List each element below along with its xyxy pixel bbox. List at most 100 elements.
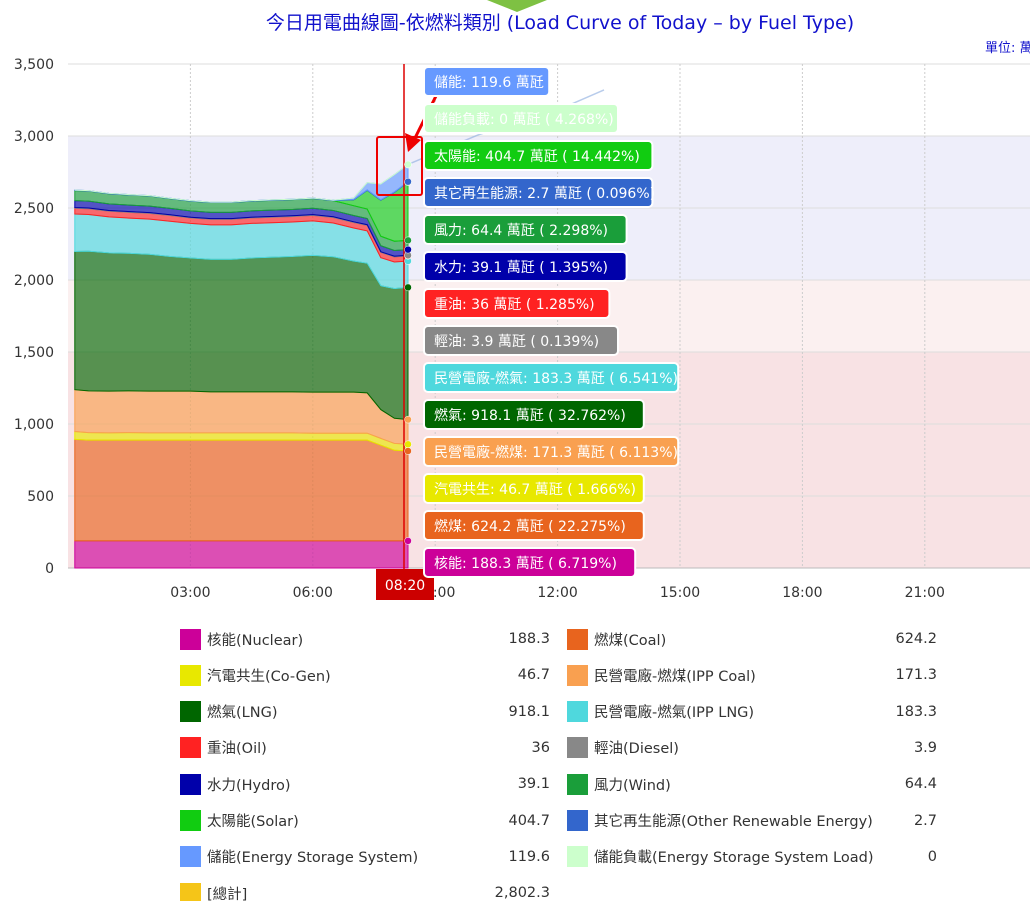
y-tick-label: 500 — [27, 489, 54, 505]
unit-label: 單位: 萬 — [985, 41, 1030, 56]
legend-item[interactable]: 燃氣(LNG) 918.1 — [180, 697, 555, 727]
legend-swatch — [180, 773, 201, 795]
legend-item[interactable]: 太陽能(Solar) 404.7 — [180, 806, 555, 836]
legend-item[interactable]: 輕油(Diesel) 3.9 — [567, 733, 942, 763]
legend-label: 其它再生能源(Other Renewable Energy) — [594, 814, 873, 830]
legend-item[interactable]: 汽電共生(Co-Gen) 46.7 — [180, 660, 555, 690]
tooltip-text-2: 太陽能: 404.7 萬瓩 ( 14.442%) — [434, 149, 640, 165]
tooltip-item-1 — [423, 103, 619, 134]
area-series-0[interactable] — [74, 540, 409, 569]
legend-value: 918.1 — [508, 703, 550, 720]
marker-dot-11 — [404, 177, 412, 186]
chart-title: 今日用電曲線圖-依燃料類別 (Load Curve of Today – by … — [265, 12, 855, 34]
legend-item[interactable]: 風力(Wind) 64.4 — [567, 769, 942, 799]
legend-value: 624.2 — [895, 631, 937, 647]
x-tick-label: 15:00 — [660, 585, 700, 601]
tooltip-item-12 — [423, 510, 645, 541]
marker-dot-13 — [404, 160, 412, 169]
legend-item[interactable]: 重油(Oil) 36 — [180, 733, 555, 763]
tooltip-text-12: 燃煤: 624.2 萬瓩 ( 22.275%) — [434, 518, 626, 535]
tooltip-text-11: 汽電共生: 46.7 萬瓩 ( 1.666%) — [434, 482, 636, 498]
tooltip-text-10: 民營電廠-燃煤: 171.3 萬瓩 ( 6.113%) — [434, 444, 678, 461]
tooltip-text-0: 儲能: 119.6 萬瓩 — [434, 75, 544, 91]
legend-label: 重油(Oil) — [207, 741, 267, 758]
tooltip-text-4: 風力: 64.4 萬瓩 ( 2.298%) — [434, 223, 608, 239]
tooltip-text-6: 重油: 36 萬瓩 ( 1.285%) — [434, 297, 595, 313]
marker-dot-3 — [404, 415, 412, 424]
legend-item[interactable]: 儲能(Energy Storage System) 119.6 — [180, 842, 555, 872]
y-tick-label: 3,500 — [14, 57, 54, 73]
legend-label: 輕油(Diesel) — [594, 741, 679, 758]
legend-value: 404.7 — [508, 812, 550, 829]
tooltip-item-0 — [423, 66, 551, 97]
legend-swatch — [180, 628, 201, 650]
tooltip-text-5: 水力: 39.1 萬瓩 ( 1.395%) — [434, 260, 608, 276]
x-tick-label: 03:00 — [170, 585, 210, 601]
tooltip-item-10 — [423, 436, 680, 467]
legend-value: 39.1 — [517, 776, 550, 793]
legend-swatch — [180, 737, 201, 759]
legend-value: 46.7 — [517, 667, 550, 684]
legend-label: 風力(Wind) — [594, 777, 671, 794]
tooltip-text-13: 核能: 188.3 萬瓩 ( 6.719%) — [434, 556, 617, 572]
legend-swatch — [567, 701, 588, 723]
legend-swatch — [567, 628, 588, 650]
legend-value: 119.6 — [508, 848, 550, 865]
tooltip-text-7: 輕油: 3.9 萬瓩 ( 0.139%) — [434, 334, 599, 350]
legend-swatch — [180, 882, 201, 901]
x-tick-label: 18:00 — [782, 585, 822, 601]
arrow-head — [405, 133, 421, 152]
tooltip-item-2 — [423, 140, 654, 171]
marker-dot-8 — [404, 245, 412, 254]
top-marker-triangle — [487, 0, 547, 12]
x-tick-label: 21:00 — [905, 585, 945, 601]
legend-label: 民營電廠-燃氣(IPP LNG) — [594, 705, 755, 722]
tooltip-item-4 — [423, 214, 628, 245]
legend-swatch — [180, 664, 201, 686]
legend-value: 2,802.3 — [494, 885, 550, 901]
legend-item[interactable]: 民營電廠-燃煤(IPP Coal) 171.3 — [567, 660, 942, 690]
load-curve-chart[interactable]: 0 500 1,000 1,500 2,000 2,500 3,000 3,500 03:00 0… — [0, 0, 1030, 620]
legend-swatch — [567, 810, 588, 831]
legend-swatch — [567, 737, 588, 759]
tooltip-text-3: 其它再生能源: 2.7 萬瓩 ( 0.096%) — [434, 185, 655, 202]
tooltip-item-5 — [423, 251, 628, 282]
legend-item[interactable]: 水力(Hydro) 39.1 — [180, 769, 555, 799]
cursor-time-label: 08:20 — [385, 578, 425, 594]
y-tick-label: 1,000 — [14, 417, 54, 433]
legend-item[interactable]: 儲能負載(Energy Storage System Load) 0 — [567, 842, 942, 872]
tooltip-item-7 — [423, 325, 619, 356]
tooltip-item-11 — [423, 473, 645, 504]
legend-value: 188.3 — [508, 631, 550, 647]
legend-value: 36 — [531, 739, 550, 756]
legend-value: 3.9 — [913, 739, 937, 756]
legend-swatch — [567, 773, 588, 795]
tooltip-item-3 — [423, 177, 654, 208]
legend-label: 燃氣(LNG) — [207, 705, 278, 722]
legend-swatch — [180, 810, 201, 831]
legend-item[interactable]: 燃煤(Coal) 624.2 — [567, 624, 942, 654]
tooltip-text-9: 燃氣: 918.1 萬瓩 ( 32.762%) — [434, 407, 626, 424]
marker-dot-2 — [404, 440, 412, 449]
legend-item[interactable]: 其它再生能源(Other Renewable Energy) 2.7 — [567, 806, 942, 836]
legend-item[interactable]: 核能(Nuclear) 188.3 — [180, 624, 555, 654]
y-tick-label: 0 — [45, 561, 54, 577]
y-tick-label: 2,500 — [14, 201, 54, 217]
legend-swatch — [567, 846, 588, 868]
legend-label: 核能(Nuclear) — [207, 632, 304, 649]
tooltip-item-9 — [423, 399, 645, 430]
legend-value: 183.3 — [895, 703, 937, 720]
legend-item[interactable]: [總計] 2,802.3 — [180, 878, 555, 901]
y-tick-label: 1,500 — [14, 345, 54, 361]
tooltip-text-8: 民營電廠-燃氣: 183.3 萬瓩 ( 6.541%) — [434, 370, 678, 387]
legend-label: 汽電共生(Co-Gen) — [207, 668, 331, 685]
tooltip-item-13 — [423, 547, 637, 578]
legend-label: [總計] — [207, 886, 248, 901]
legend-swatch — [180, 846, 201, 868]
marker-dot-4 — [404, 283, 412, 292]
legend-item[interactable]: 民營電廠-燃氣(IPP LNG) 183.3 — [567, 697, 942, 727]
highlight-box — [376, 136, 423, 196]
tooltip-item-8 — [423, 362, 680, 393]
area-series-1[interactable] — [74, 438, 409, 542]
y-tick-label: 3,000 — [14, 129, 54, 145]
